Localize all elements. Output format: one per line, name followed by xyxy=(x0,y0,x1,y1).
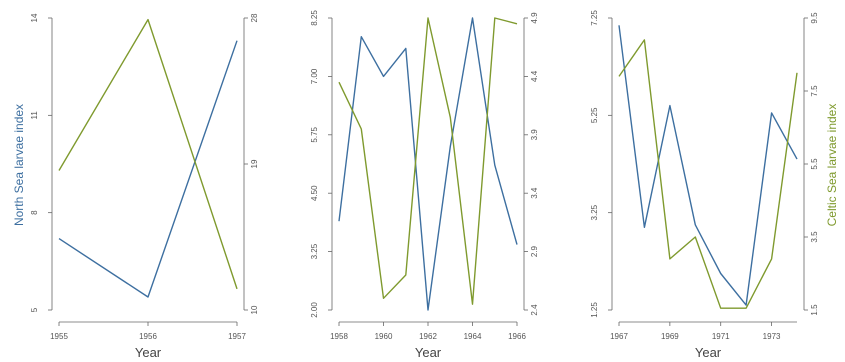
right-tick-label: 4.4 xyxy=(530,70,539,82)
right-tick-label: 28 xyxy=(250,13,259,22)
left-tick-label: 14 xyxy=(30,13,39,22)
right-tick-label: 3.9 xyxy=(530,129,539,141)
x-tick-label: 1967 xyxy=(610,332,628,341)
right-tick-label: 5.5 xyxy=(810,158,819,170)
x-tick-label: 1973 xyxy=(763,332,781,341)
x-tick-label: 1969 xyxy=(661,332,679,341)
x-axis-label: Year xyxy=(415,345,442,360)
x-tick-label: 1966 xyxy=(508,332,526,341)
left-tick-label: 7.00 xyxy=(310,68,319,84)
right-tick-label: 10 xyxy=(250,305,259,314)
right-tick-label: 9.5 xyxy=(810,12,819,24)
x-tick-label: 1956 xyxy=(139,332,157,341)
left-tick-label: 1.25 xyxy=(590,302,599,318)
right-tick-label: 7.5 xyxy=(810,85,819,97)
right-tick-label: 3.4 xyxy=(530,187,539,199)
x-axis-label: Year xyxy=(695,345,722,360)
chart-panel-3: 1.25 3.25 5.25 7.25 1.5 3.5 5.5 7.5 9.5 1967 1969 1… xyxy=(590,10,819,360)
x-tick-label: 1955 xyxy=(50,332,68,341)
left-tick-label: 5 xyxy=(30,307,39,312)
chart-panel-1: 5 8 11 14 10 19 28 1955 1956 1957 Year xyxy=(30,13,259,360)
x-tick-label: 1957 xyxy=(228,332,246,341)
left-tick-label: 7.25 xyxy=(590,10,599,26)
right-tick-label: 1.5 xyxy=(810,304,819,316)
left-tick-label: 4.50 xyxy=(310,185,319,201)
left-tick-label: 3.25 xyxy=(590,204,599,220)
celtic-sea-series-line xyxy=(338,17,518,305)
chart-panels: 5 8 11 14 10 19 28 1955 1956 1957 Year 2.00 3.25 4.50… xyxy=(30,10,819,360)
left-axis-label: North Sea larvae index xyxy=(12,104,26,226)
celtic-sea-series-line xyxy=(58,18,238,290)
x-axis-label: Year xyxy=(135,345,162,360)
left-tick-label: 8 xyxy=(30,210,39,215)
right-tick-label: 2.4 xyxy=(530,304,539,316)
x-tick-label: 1964 xyxy=(464,332,482,341)
right-tick-label: 4.9 xyxy=(530,12,539,24)
left-tick-label: 3.25 xyxy=(310,243,319,259)
left-tick-label: 5.25 xyxy=(590,107,599,123)
left-tick-label: 8.25 xyxy=(310,10,319,26)
x-tick-label: 1962 xyxy=(419,332,437,341)
north-sea-series-line xyxy=(618,25,798,306)
right-axis-label: Celtic Sea larvae index xyxy=(825,104,839,227)
x-tick-label: 1971 xyxy=(712,332,730,341)
north-sea-series-line xyxy=(58,40,238,298)
chart-panel-2: 2.00 3.25 4.50 5.75 7.00 8.25 2.4 2.9 3.4 3.9 4.4 4… xyxy=(310,10,539,360)
right-tick-label: 2.9 xyxy=(530,245,539,257)
left-tick-label: 2.00 xyxy=(310,302,319,318)
left-tick-label: 5.75 xyxy=(310,126,319,142)
x-tick-label: 1958 xyxy=(330,332,348,341)
celtic-sea-series-line xyxy=(618,39,798,309)
left-tick-label: 11 xyxy=(30,111,39,120)
x-tick-label: 1960 xyxy=(375,332,393,341)
right-tick-label: 19 xyxy=(250,159,259,168)
right-tick-label: 3.5 xyxy=(810,231,819,243)
